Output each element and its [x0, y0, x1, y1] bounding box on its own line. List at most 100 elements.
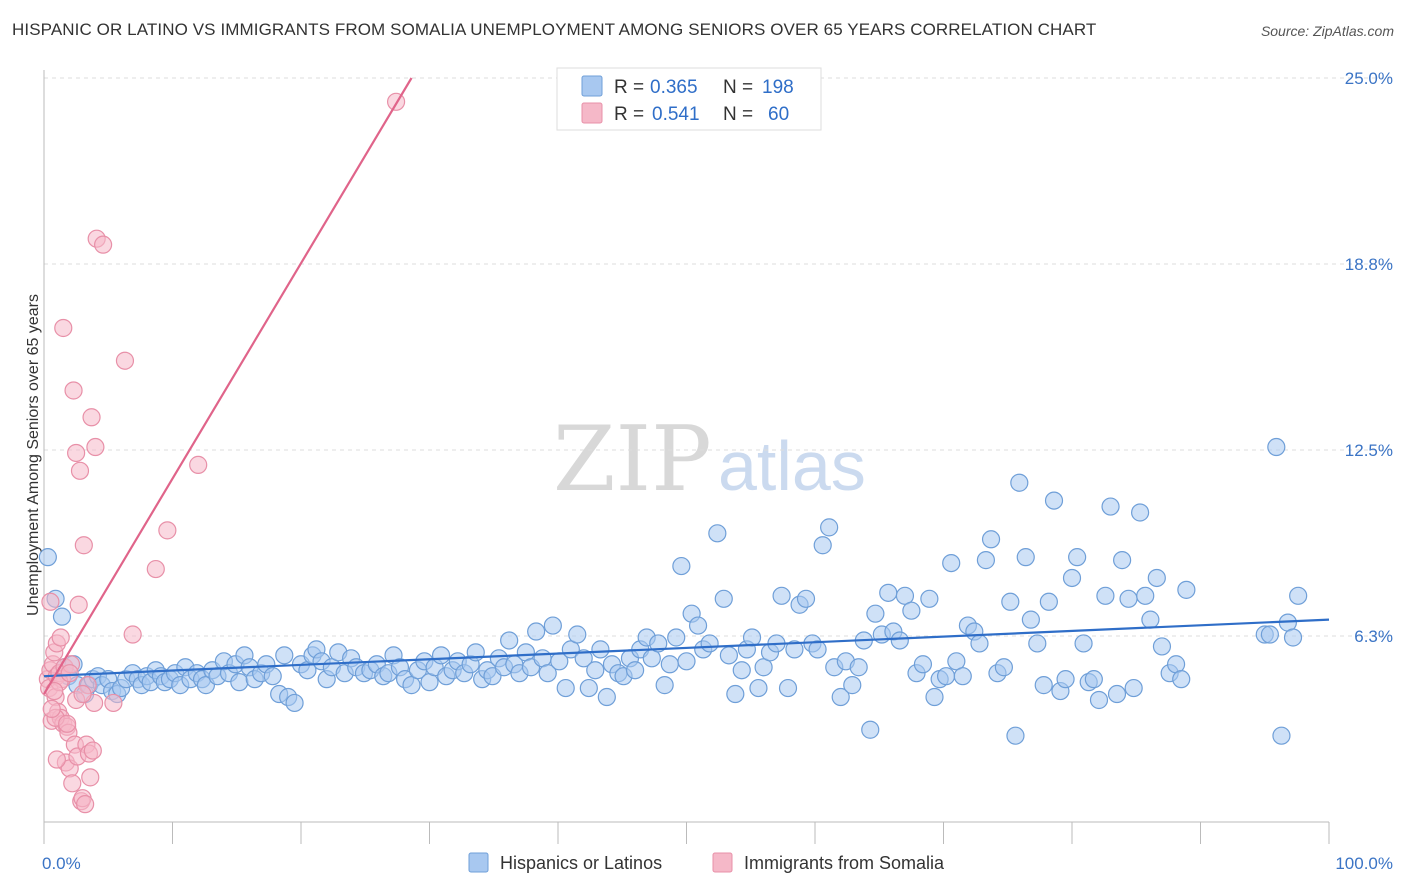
somalia-point — [51, 628, 70, 647]
y-tick-label: 25.0% — [1345, 69, 1393, 88]
hispanics-point — [1136, 586, 1155, 605]
hispanics-point — [1016, 548, 1035, 567]
hispanics-point — [813, 536, 832, 555]
hispanics-point — [726, 684, 745, 704]
hispanics-point — [1283, 628, 1303, 647]
somalia-point — [123, 625, 142, 644]
chart-source: Source: ZipAtlas.com — [1260, 23, 1394, 39]
legend-n-label-1: N = — [723, 104, 753, 125]
somalia-trend-line — [43, 77, 413, 695]
hispanics-point — [1039, 592, 1058, 611]
somalia-point — [94, 235, 113, 254]
hispanics-point — [1177, 580, 1196, 599]
hispanics-point — [902, 601, 921, 620]
hispanics-point — [591, 640, 610, 659]
hispanics-point — [1021, 610, 1040, 629]
somalia-point — [73, 684, 92, 704]
hispanics-point — [1131, 503, 1150, 522]
hispanics-point — [649, 634, 668, 653]
watermark-zip: ZIP — [553, 407, 712, 512]
hispanics-point — [625, 661, 645, 680]
hispanics-point — [976, 551, 996, 570]
hispanics-point — [936, 667, 956, 686]
legend-r-value-0: 0.365 — [650, 77, 698, 98]
watermark: ZIP atlas — [553, 407, 866, 512]
somalia-point — [60, 664, 79, 683]
hispanics-point — [667, 628, 686, 647]
hispanics-point — [714, 589, 733, 608]
hispanics-point — [538, 664, 557, 683]
hispanics-point — [1010, 473, 1029, 492]
hispanics-point — [785, 640, 804, 659]
hispanics-point — [1089, 690, 1109, 710]
hispanics-point — [579, 678, 598, 698]
bottom-legend-swatch-hispanics — [468, 852, 489, 873]
hispanics-point — [808, 640, 827, 659]
hispanics-point — [866, 604, 885, 623]
somalia-point — [42, 699, 61, 719]
gridlines — [44, 77, 1393, 637]
hispanics-point — [920, 589, 939, 608]
hispanics-point — [1119, 589, 1138, 608]
hispanics-point — [913, 655, 933, 674]
hispanics-point — [953, 667, 972, 686]
watermark-atlas: atlas — [718, 427, 866, 505]
hispanics-point — [1074, 634, 1093, 653]
hispanics-point — [970, 634, 989, 653]
hispanics-point — [879, 583, 898, 602]
hispanics-point — [688, 616, 708, 635]
axes — [43, 70, 1330, 844]
hispanics-point — [1260, 625, 1279, 644]
legend-r-label-0: R = — [614, 77, 644, 98]
somalia-point — [158, 521, 177, 540]
somalia-point — [41, 592, 60, 611]
somalia-point — [58, 714, 77, 733]
hispanics-point — [1034, 676, 1053, 695]
somalia-point — [69, 595, 88, 614]
chart-title: HISPANIC OR LATINO VS IMMIGRANTS FROM SO… — [12, 20, 1097, 39]
hispanics-point — [796, 589, 816, 608]
legend-swatch-somalia — [581, 102, 603, 124]
somalia-point — [115, 351, 135, 370]
hispanics-point — [568, 625, 587, 644]
hispanics-point — [772, 586, 791, 605]
hispanics-point — [1152, 637, 1172, 656]
legend-swatch-hispanics — [581, 75, 603, 97]
somalia-point — [63, 774, 82, 793]
legend-r-label-1: R = — [614, 104, 644, 125]
series-legend: Hispanics or Latinos Immigrants from Som… — [468, 852, 945, 873]
hispanics-point — [778, 678, 798, 698]
hispanics-point — [925, 687, 944, 707]
hispanics-point — [1028, 634, 1047, 653]
hispanics-point — [586, 661, 605, 680]
hispanics-trend-line — [43, 618, 1330, 678]
hispanics-point — [1001, 592, 1020, 611]
hispanics-point — [52, 607, 72, 626]
somalia-point — [74, 536, 93, 555]
hispanics-point — [38, 548, 57, 567]
bottom-legend-label-somalia: Immigrants from Somalia — [744, 853, 945, 873]
legend-r-value-1: 0.541 — [652, 104, 700, 125]
hispanics-point — [732, 661, 751, 680]
hispanics-point — [1056, 670, 1075, 689]
trend-lines — [43, 77, 1330, 695]
somalia-point — [82, 408, 101, 427]
series-somalia-points — [38, 92, 406, 814]
somalia-point — [83, 741, 102, 760]
somalia-point — [81, 768, 100, 787]
hispanics-point — [1062, 568, 1082, 588]
hispanics-point — [708, 524, 727, 543]
hispanics-point — [263, 667, 282, 686]
hispanics-point — [942, 553, 961, 573]
hispanics-point — [660, 655, 679, 674]
hispanics-point — [230, 673, 249, 692]
hispanics-point — [981, 530, 1001, 549]
somalia-point — [67, 443, 86, 463]
hispanics-point — [672, 556, 691, 576]
hispanics-point — [1044, 491, 1064, 510]
somalia-point — [76, 795, 95, 814]
hispanics-point — [831, 687, 850, 707]
legend-n-label-0: N = — [723, 77, 753, 98]
hispanics-point — [500, 631, 519, 650]
somalia-point — [47, 750, 66, 769]
